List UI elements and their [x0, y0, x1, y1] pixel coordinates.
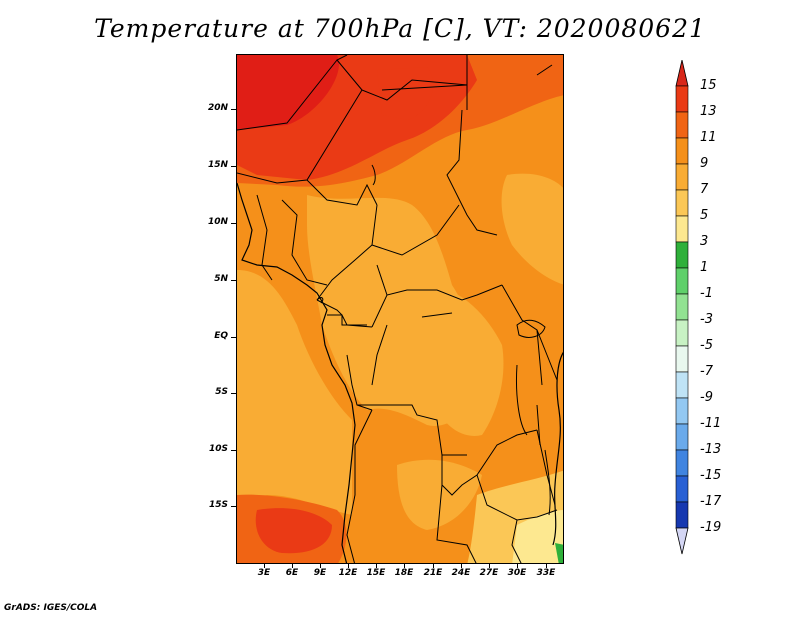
colorbar-swatch	[675, 423, 689, 451]
colorbar-label: -13	[700, 442, 722, 457]
colorbar-label: -3	[700, 312, 713, 327]
y-tick	[231, 337, 236, 338]
colorbar-swatch	[675, 501, 689, 529]
x-axis-label-30e: 30E	[507, 568, 527, 578]
y-axis-label-5n: 5N	[214, 274, 228, 284]
y-tick	[231, 280, 236, 281]
colorbar-label: 9	[700, 156, 709, 171]
y-tick	[231, 506, 236, 507]
y-axis-label-5s: 5S	[215, 387, 228, 397]
colorbar-label: 7	[700, 182, 709, 197]
x-tick	[320, 564, 321, 568]
colorbar-label: -15	[700, 468, 722, 483]
x-axis-label-24e: 24E	[451, 568, 471, 578]
y-tick	[231, 450, 236, 451]
x-axis-label-9e: 9E	[313, 568, 327, 578]
x-tick	[376, 564, 377, 568]
grads-credit: GrADS: IGES/COLA	[4, 603, 98, 613]
colorbar-swatch	[675, 137, 689, 165]
y-axis-label-10s: 10S	[208, 444, 228, 454]
colorbar-swatch	[675, 345, 689, 373]
colorbar-label: -7	[700, 364, 713, 379]
colorbar-swatch	[675, 449, 689, 477]
x-axis-label-15e: 15E	[366, 568, 386, 578]
colorbar-label: -5	[700, 338, 713, 353]
x-tick	[404, 564, 405, 568]
x-axis-label-33e: 33E	[536, 568, 556, 578]
y-axis-label-eq: EQ	[214, 331, 228, 341]
colorbar-label: 13	[700, 104, 717, 119]
x-tick	[264, 564, 265, 568]
colorbar-swatch	[675, 85, 689, 113]
y-tick	[231, 223, 236, 224]
colorbar-label: 1	[700, 260, 709, 275]
colorbar-label: -1	[700, 286, 713, 301]
x-axis-label-18e: 18E	[394, 568, 414, 578]
y-axis-label-15n: 15N	[207, 160, 228, 170]
colorbar-bottom-arrow	[675, 527, 689, 555]
colorbar-swatch	[675, 189, 689, 217]
x-axis-label-3e: 3E	[257, 568, 271, 578]
x-axis-label-21e: 21E	[423, 568, 443, 578]
x-tick	[517, 564, 518, 568]
x-axis-label-6e: 6E	[285, 568, 299, 578]
x-tick	[292, 564, 293, 568]
colorbar-label: 15	[700, 78, 717, 93]
x-tick	[546, 564, 547, 568]
temperature-map	[236, 54, 564, 564]
colorbar-label: -17	[700, 494, 722, 509]
colorbar-swatch	[675, 267, 689, 295]
colorbar-swatch	[675, 397, 689, 425]
colorbar-label: 3	[700, 234, 709, 249]
colorbar-swatch	[675, 241, 689, 269]
colorbar-swatch	[675, 111, 689, 139]
y-axis-label-10n: 10N	[207, 217, 228, 227]
colorbar-label: -11	[700, 416, 722, 431]
temperature-field	[237, 55, 563, 563]
colorbar-label: 11	[700, 130, 717, 145]
colorbar-swatch	[675, 163, 689, 191]
y-axis-label-20n: 20N	[207, 103, 228, 113]
colorbar-label: -19	[700, 520, 722, 535]
colorbar-label: 5	[700, 208, 709, 223]
y-axis-label-15s: 15S	[208, 500, 228, 510]
colorbar-swatch	[675, 319, 689, 347]
x-tick	[348, 564, 349, 568]
y-tick	[231, 109, 236, 110]
colorbar-swatch	[675, 475, 689, 503]
colorbar-swatch	[675, 293, 689, 321]
x-axis-label-27e: 27E	[479, 568, 499, 578]
x-tick	[461, 564, 462, 568]
colorbar-label: -9	[700, 390, 713, 405]
colorbar-swatch	[675, 371, 689, 399]
y-tick	[231, 393, 236, 394]
x-axis-label-12e: 12E	[338, 568, 358, 578]
y-tick	[231, 166, 236, 167]
colorbar	[675, 60, 689, 555]
colorbar-swatch	[675, 215, 689, 243]
x-tick	[489, 564, 490, 568]
x-tick	[433, 564, 434, 568]
chart-title: Temperature at 700hPa [C], VT: 202008062…	[94, 14, 706, 43]
colorbar-top-arrow	[675, 60, 689, 87]
